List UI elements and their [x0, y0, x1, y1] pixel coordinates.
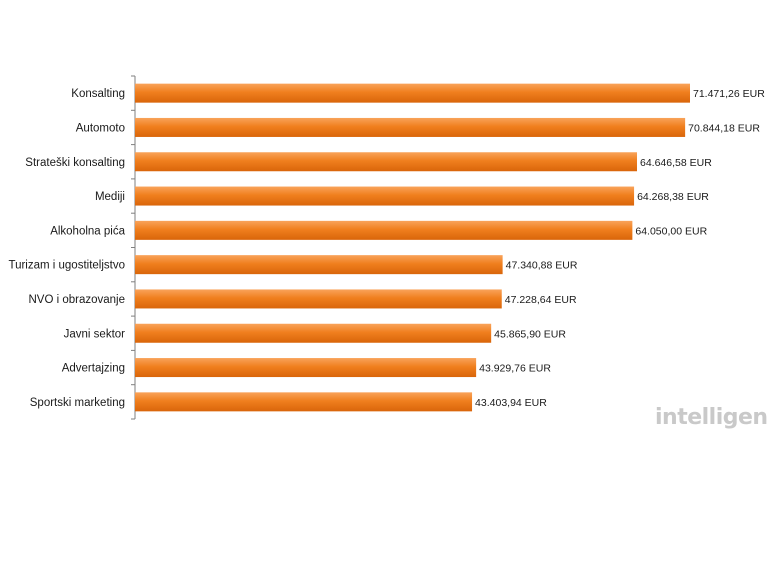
y-axis-ticks: [131, 75, 135, 420]
category-labels: Konsalting Automoto Strateški konsalting Me…: [8, 88, 125, 409]
bar: [135, 358, 477, 378]
bar: [135, 117, 686, 137]
bar: [135, 289, 502, 309]
intelligence-logo: intelligence: [655, 405, 768, 430]
category-label: Advertajzing: [62, 363, 125, 375]
category-label: Alkoholna pića: [50, 225, 125, 237]
category-label: Strateški konsalting: [25, 157, 125, 169]
category-label: Mediji: [95, 191, 125, 203]
bar: [135, 323, 492, 343]
category-label: Turizam i ugostiteljstvo: [8, 260, 125, 272]
bar: [135, 152, 638, 172]
category-label: Automoto: [76, 122, 125, 134]
category-label: Sportski marketing: [30, 397, 125, 409]
bar: [135, 186, 635, 206]
value-labels: 71.471,26 EUR 70.844,18 EUR 64.646,58 EUR 6…: [475, 88, 765, 409]
bar: [135, 220, 633, 240]
value-label: 64.268,38 EUR: [637, 191, 709, 203]
value-label: 47.228,64 EUR: [505, 294, 577, 306]
logo-text: intelligence: [655, 405, 768, 430]
value-label: 64.646,58 EUR: [640, 157, 712, 169]
value-label: 43.929,76 EUR: [479, 363, 551, 375]
bars-group: [135, 83, 690, 412]
value-label: 70.844,18 EUR: [688, 122, 760, 134]
value-label: 45.865,90 EUR: [494, 328, 566, 340]
bar: [135, 83, 690, 103]
category-label: NVO i obrazovanje: [28, 294, 125, 306]
bar: [135, 255, 503, 275]
value-label: 71.471,26 EUR: [693, 88, 765, 100]
value-label: 64.050,00 EUR: [635, 225, 707, 237]
category-label: Javni sektor: [64, 328, 126, 340]
value-label: 47.340,88 EUR: [506, 260, 578, 272]
category-label: Konsalting: [71, 88, 125, 100]
value-label: 43.403,94 EUR: [475, 397, 547, 409]
bar: [135, 392, 473, 412]
